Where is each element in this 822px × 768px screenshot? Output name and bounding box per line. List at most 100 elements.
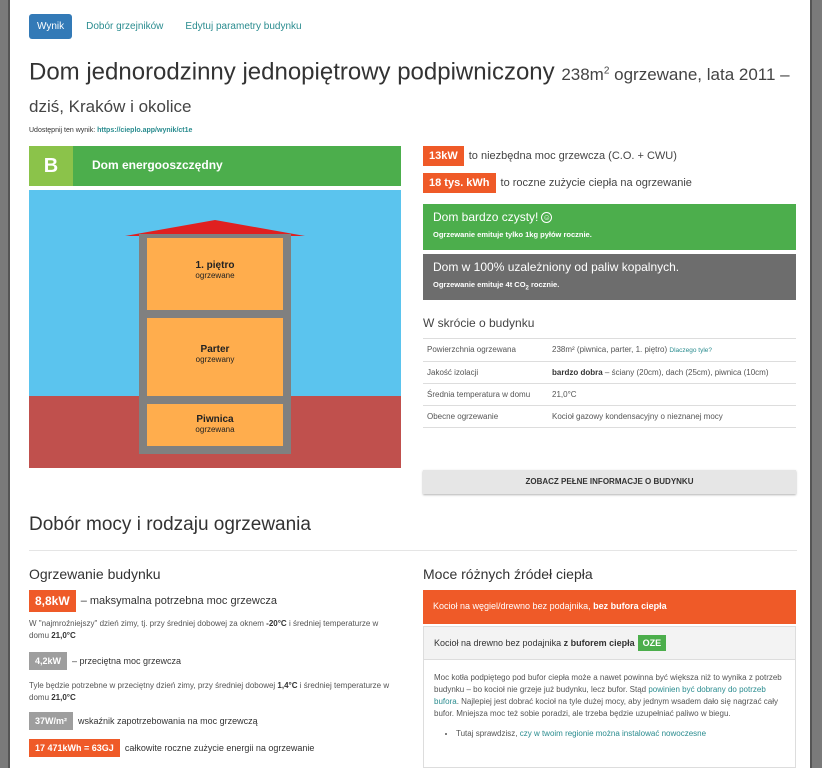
avg-note-temp: 1,4°C: [277, 681, 298, 690]
why-link[interactable]: Dlaczego tyle?: [669, 347, 713, 354]
clean-house-box: Dom bardzo czysty! ☺ Ogrzewanie emituje t…: [423, 204, 796, 250]
fossil-note-value: 4t CO: [505, 280, 526, 289]
max-power-row: 8,8kW – maksymalna potrzebna moc grzewcz…: [29, 590, 277, 612]
stat-power-text: to niezbędna moc grzewcza (C.O. + CWU): [468, 150, 677, 162]
title-rest: ogrzewane, lata 2011 – dziś, Kraków i ok…: [29, 64, 790, 116]
max-note-2: i średniej temperaturze w domu: [29, 619, 379, 640]
stat-annual-text: to roczne zużycie ciepła na ogrzewanie: [500, 177, 692, 189]
summary-key-temp: Średnia temperatura w domu: [423, 383, 548, 406]
avg-power-text: – przeciętna moc grzewcza: [72, 656, 182, 666]
summary-title: W skrócie o budynku: [423, 316, 535, 330]
house-illustration: 1. piętro ogrzewane Parter ogrzewany Piw…: [29, 190, 401, 468]
source-body-1: Moc kotła podpiętego pod bufor ciepła mo…: [434, 673, 782, 694]
floor-basement-state: ogrzewana: [195, 425, 235, 434]
fossil-note-post: rocznie.: [528, 280, 560, 289]
full-info-button[interactable]: ZOBACZ PEŁNE INFORMACJE O BUDYNKU: [423, 470, 796, 494]
clean-note-pre: Ogrzewanie emituje tylko: [433, 230, 526, 239]
bullet-pre: Tutaj sprawdzisz,: [456, 729, 520, 738]
max-note-home: 21,0°C: [51, 631, 76, 640]
max-power-note: W "najmroźniejszy" dzień zimy, tj. przy …: [29, 618, 399, 642]
fossil-box-title: Dom w 100% uzależniony od paliw kopalnyc…: [433, 260, 680, 274]
floor-ground: Parter ogrzewany: [147, 318, 283, 396]
source-1-bold: bez bufora ciepła: [593, 601, 667, 611]
tab-radiators[interactable]: Dobór grzejników: [86, 21, 164, 32]
summary-area-text: 238m² (piwnica, parter, 1. piętro): [552, 345, 668, 354]
source-coal-no-buffer[interactable]: Kocioł na węgiel/drewno bez podajnika, b…: [423, 590, 796, 624]
source-2-text: Kocioł na drewno bez podajnika: [434, 638, 564, 648]
table-row: Obecne ogrzewanie Kocioł gazowy kondensa…: [423, 405, 796, 428]
avg-power-row: 4,2kW – przeciętna moc grzewcza: [29, 652, 181, 670]
avg-note-2: i średniej temperaturze w domu: [29, 681, 390, 702]
share-line: Udostępnij ten wynik: https://cieplo.app…: [29, 127, 192, 134]
summary-value-area: 238m² (piwnica, parter, 1. piętro) Dlacz…: [548, 338, 796, 362]
title-main: Dom jednorodzinny jednopiętrowy podpiwni…: [29, 58, 555, 86]
stat-power: 13kW to niezbędna moc grzewcza (C.O. + C…: [423, 146, 677, 166]
fossil-note-sub: 2: [525, 285, 529, 292]
tab-bar: Wynik Dobór grzejników Edytuj parametry …: [29, 14, 316, 39]
region-link[interactable]: czy w twoim regionie można instalować no…: [519, 729, 707, 738]
heating-title: Ogrzewanie budynku: [29, 566, 161, 582]
share-link[interactable]: https://cieplo.app/wynik/ct1e: [97, 127, 193, 134]
index-row: 37W/m² wskaźnik zapotrzebowania na moc g…: [29, 712, 258, 730]
floor-first-name: 1. piętro: [195, 260, 235, 271]
table-row: Średnia temperatura w domu 21,0°C: [423, 383, 796, 406]
index-text: wskaźnik zapotrzebowania na moc grzewczą: [78, 716, 258, 726]
title-area-sup: 2: [603, 65, 610, 76]
max-power-badge: 8,8kW: [29, 590, 76, 612]
table-row: Powierzchnia ogrzewana 238m² (piwnica, p…: [423, 338, 796, 362]
list-item: Tutaj sprawdzisz, czy w twoim regionie m…: [456, 728, 785, 740]
energy-class-bar: B Dom energooszczędny: [29, 146, 401, 186]
summary-value-temp: 21,0°C: [548, 383, 796, 406]
table-row: Jakość izolacji bardzo dobra – ściany (2…: [423, 361, 796, 384]
section-title: Dobór mocy i rodzaju ogrzewania: [29, 514, 311, 535]
avg-power-note: Tyle będzie potrzebne w przeciętny dzień…: [29, 680, 399, 704]
avg-note-home: 21,0°C: [51, 693, 76, 702]
insulation-details: – ściany (20cm), dach (25cm), piwnica (1…: [602, 368, 769, 377]
smiley-icon: ☺: [541, 212, 553, 224]
source-body-2: . Najlepiej jest dobrać kocioł na tyle d…: [434, 697, 779, 718]
avg-power-badge: 4,2kW: [29, 652, 68, 670]
stat-annual-badge: 18 tys. kWh: [423, 173, 496, 193]
share-label: Udostępnij ten wynik:: [29, 127, 96, 134]
annual-row: 17 471kWh = 63GJ całkowite roczne zużyci…: [29, 739, 314, 757]
summary-table: Powierzchnia ogrzewana 238m² (piwnica, p…: [423, 338, 796, 428]
floor-basement-name: Piwnica: [196, 414, 234, 425]
roof: [125, 220, 305, 236]
clean-box-title: Dom bardzo czysty!: [433, 210, 539, 224]
clean-box-note: Ogrzewanie emituje tylko 1kg pyłów roczn…: [433, 230, 786, 239]
buffer-link[interactable]: powinien być dobrany do potrzeb bufora: [434, 685, 766, 706]
summary-value-heating: Kocioł gazowy kondensacyjny o nieznanej …: [548, 405, 796, 428]
floor-ground-state: ogrzewany: [195, 355, 235, 364]
insulation-quality: bardzo dobra: [552, 368, 603, 377]
clean-note-value: 1kg pyłów: [525, 230, 562, 239]
summary-key-insulation: Jakość izolacji: [423, 361, 548, 384]
stat-annual: 18 tys. kWh to roczne zużycie ciepła na …: [423, 173, 692, 193]
energy-class-label: Dom energooszczędny: [92, 158, 223, 172]
divider: [29, 550, 797, 551]
source-2-bold: z buforem ciepła: [563, 638, 635, 648]
page-title: Dom jednorodzinny jednopiętrowy podpiwni…: [29, 56, 799, 122]
fossil-box-note: Ogrzewanie emituje 4t CO2 rocznie.: [433, 280, 786, 292]
floor-first-state: ogrzewane: [195, 271, 235, 280]
source-1-text: Kocioł na węgiel/drewno bez podajnika,: [433, 601, 594, 611]
source-bullets: Tutaj sprawdzisz, czy w twoim regionie m…: [456, 728, 785, 740]
avg-note-1: Tyle będzie potrzebne w przeciętny dzień…: [29, 681, 278, 690]
summary-key-heating: Obecne ogrzewanie: [423, 405, 548, 428]
source-wood-buffer[interactable]: Kocioł na drewno bez podajnika z buforem…: [423, 626, 796, 660]
floor-ground-name: Parter: [200, 344, 230, 355]
fossil-fuel-box: Dom w 100% uzależniony od paliw kopalnyc…: [423, 254, 796, 300]
tab-edit-building[interactable]: Edytuj parametry budynku: [185, 21, 302, 32]
tab-wynik[interactable]: Wynik: [29, 14, 73, 39]
title-area: 238m: [561, 64, 604, 84]
house-walls: 1. piętro ogrzewane Parter ogrzewany Piw…: [139, 234, 291, 454]
annual-text: całkowite roczne zużycie energii na ogrz…: [124, 743, 315, 753]
oze-badge: OZE: [637, 635, 667, 651]
max-power-text: – maksymalna potrzebna moc grzewcza: [80, 595, 277, 607]
title-subtitle: 238m2 ogrzewane, lata 2011 – dziś, Krakó…: [29, 65, 790, 116]
sources-title: Moce różnych źródeł ciepła: [423, 566, 593, 582]
floor-first: 1. piętro ogrzewane: [147, 238, 283, 310]
annual-badge: 17 471kWh = 63GJ: [29, 739, 120, 757]
summary-key-area: Powierzchnia ogrzewana: [423, 338, 548, 362]
clean-note-post: rocznie.: [561, 230, 592, 239]
summary-value-insulation: bardzo dobra – ściany (20cm), dach (25cm…: [548, 361, 796, 384]
